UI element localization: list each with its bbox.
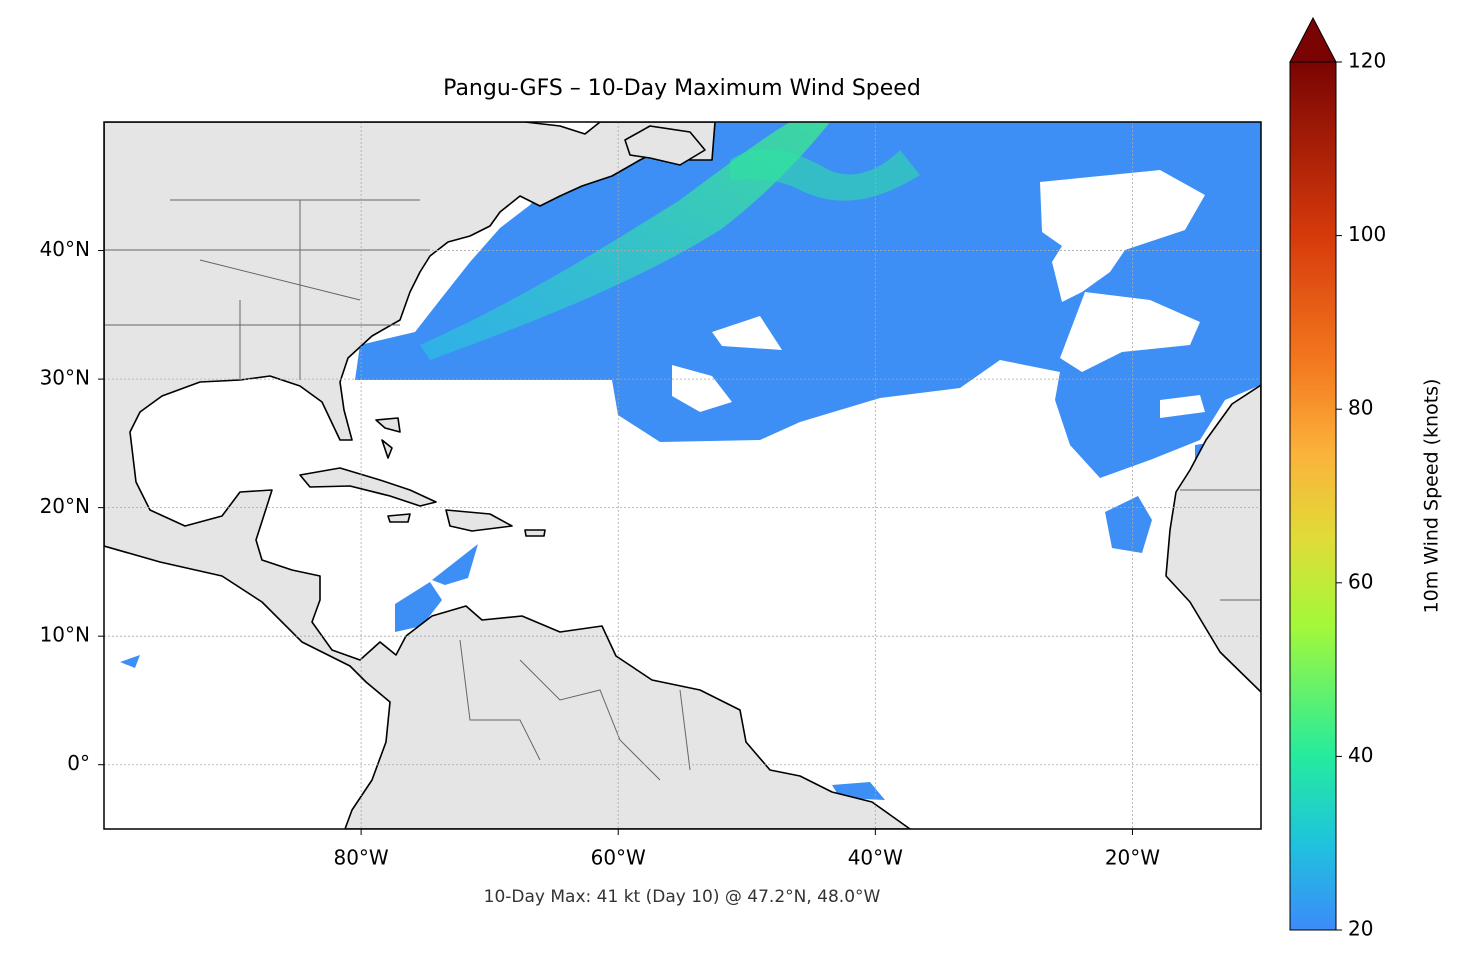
hispaniola: [445, 509, 513, 532]
wind-region: [432, 544, 478, 585]
x-tick-label: 80°W: [333, 846, 388, 870]
puerto-rico: [524, 529, 546, 537]
wind-region: [1105, 496, 1152, 553]
colorbar-tick-label: 100: [1348, 222, 1386, 246]
land: [104, 122, 1261, 829]
wind-region: [355, 122, 1261, 478]
y-tick-label: 10°N: [40, 623, 90, 647]
wind-swath: [420, 122, 830, 360]
annotation: 10-Day Max: 41 kt (Day 10) @ 47.2°N, 48.…: [484, 887, 881, 907]
x-tick-label: 20°W: [1105, 846, 1160, 870]
bahamas: [375, 417, 401, 459]
colorbar: [1289, 61, 1337, 931]
colorbar-label: 10m Wind Speed (knots): [1421, 379, 1443, 614]
colorbar-tick-label: 20: [1348, 917, 1373, 941]
wind-field: [120, 122, 1261, 800]
x-tick-label: 40°W: [848, 846, 903, 870]
y-tick-label: 30°N: [40, 366, 90, 390]
wind-swath: [730, 148, 920, 201]
border: [104, 199, 1261, 781]
wind-gap: [1060, 292, 1200, 372]
colorbar-tick-label: 40: [1348, 743, 1373, 767]
chart-title: Pangu-GFS – 10-Day Maximum Wind Speed: [443, 76, 921, 101]
colorbar-tick-label: 60: [1348, 569, 1373, 593]
newfoundland: [624, 125, 706, 166]
plot-frame: [103, 121, 1262, 830]
colorbar-tick-label: 120: [1348, 49, 1386, 73]
wind-region: [395, 582, 442, 632]
wind-gap: [1040, 170, 1205, 302]
cuba: [299, 467, 437, 507]
americas: [104, 122, 911, 829]
y-tick-label: 20°N: [40, 494, 90, 518]
wind-gap: [1160, 395, 1205, 418]
jamaica: [387, 513, 411, 523]
wind-gap: [672, 365, 732, 412]
colorbar-extension: [1289, 16, 1337, 63]
africa: [1165, 384, 1261, 693]
map-area: [104, 122, 1261, 829]
x-tick-label: 60°W: [591, 846, 646, 870]
wind-gap: [712, 316, 782, 350]
y-tick-label: 0°: [67, 751, 90, 775]
colorbar-tick-label: 80: [1348, 396, 1373, 420]
y-tick-label: 40°N: [40, 237, 90, 261]
